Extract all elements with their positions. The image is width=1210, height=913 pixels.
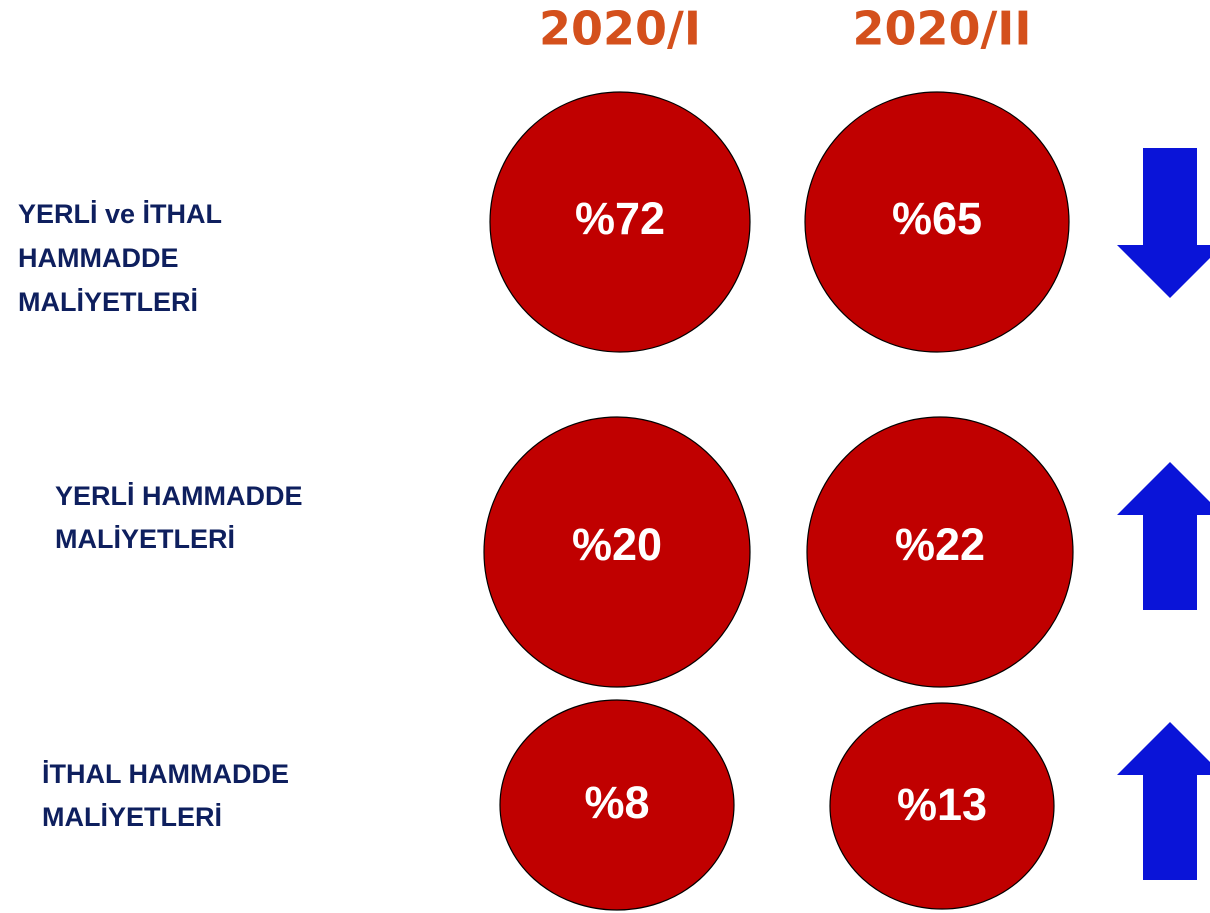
row-label: İTHAL HAMMADDE [42, 759, 289, 789]
circle [489, 91, 751, 353]
up-arrow [1117, 722, 1210, 880]
down-arrow [1117, 148, 1210, 298]
value: %22 [895, 519, 985, 570]
value: %65 [892, 193, 982, 244]
circle [483, 416, 751, 688]
value: %13 [897, 779, 987, 830]
circle [499, 699, 735, 911]
row-label: YERLİ HAMMADDE [55, 481, 303, 511]
value: %20 [572, 519, 662, 570]
row-label: YERLİ ve İTHAL [18, 199, 222, 229]
circle [804, 91, 1070, 353]
value: %72 [575, 193, 665, 244]
value: %8 [584, 777, 649, 828]
column-header: 2020/I [539, 2, 701, 56]
row-label: HAMMADDE [18, 243, 178, 273]
circle [806, 416, 1074, 688]
up-arrow [1117, 462, 1210, 610]
row-label: MALİYETLERİ [18, 287, 198, 317]
column-header: 2020/II [852, 2, 1031, 56]
row-label: MALİYETLERİ [42, 802, 222, 832]
circle [829, 702, 1055, 910]
row-label: MALİYETLERİ [55, 524, 235, 554]
